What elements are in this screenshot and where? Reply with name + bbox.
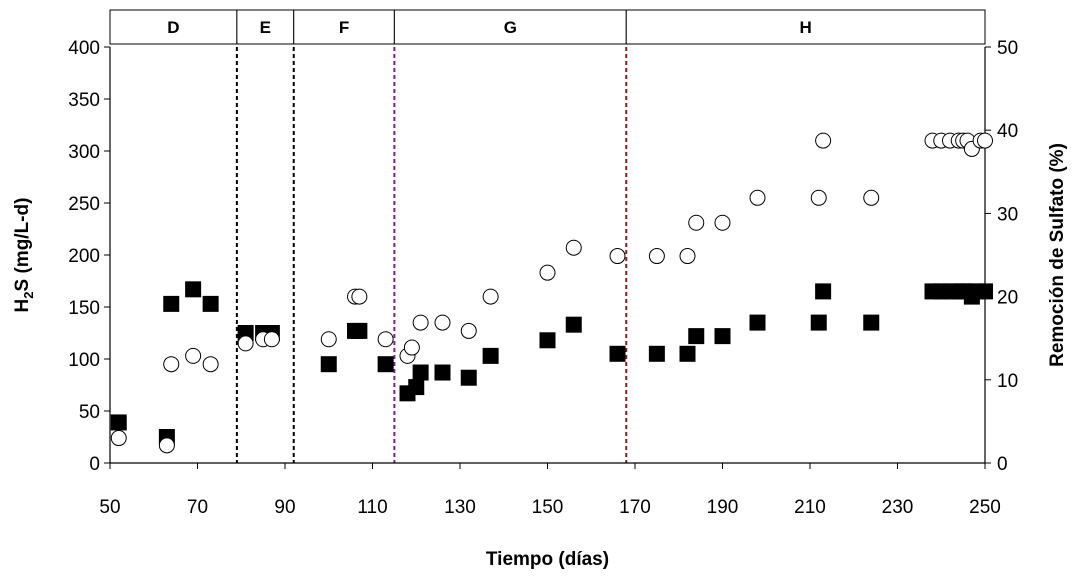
square-marker — [460, 369, 477, 386]
circle-marker — [714, 214, 731, 231]
phase-label-e: E — [260, 18, 271, 37]
circle-marker — [263, 331, 280, 348]
x-tick-label: 170 — [619, 497, 651, 518]
circle-marker — [679, 248, 696, 265]
circle-marker — [158, 437, 175, 454]
circle-marker — [320, 331, 337, 348]
phase-label-f: F — [339, 18, 349, 37]
phase-label-g: G — [504, 18, 517, 37]
circle-marker — [377, 331, 394, 348]
square-marker — [434, 364, 451, 381]
square-marker — [377, 356, 394, 373]
circle-marker — [648, 248, 665, 265]
square-marker — [320, 356, 337, 373]
circle-marker — [482, 288, 499, 305]
phase-boundaries — [235, 47, 628, 463]
phase-label-h: H — [799, 18, 811, 37]
x-axis-title: Tiempo (días) — [486, 549, 609, 570]
square-marker — [863, 314, 880, 331]
square-marker — [714, 328, 731, 345]
y-right-tick-label: 30 — [997, 204, 1018, 225]
circle-marker — [810, 189, 827, 206]
circle-marker — [609, 248, 626, 265]
x-tick-label: 150 — [532, 497, 564, 518]
circle-marker — [863, 189, 880, 206]
circle-marker — [565, 239, 582, 256]
phase-box-h — [625, 9, 986, 45]
axes — [104, 46, 991, 469]
x-tick-label: 110 — [357, 497, 387, 518]
square-marker — [609, 345, 626, 362]
y-left-tick-label: 400 — [68, 38, 100, 59]
square-marker — [185, 281, 202, 298]
y-right-tick-label: 50 — [997, 38, 1018, 59]
y-left-tick-label: 50 — [79, 402, 100, 423]
square-marker — [482, 347, 499, 364]
circle-marker — [163, 356, 180, 373]
square-marker — [202, 295, 219, 312]
phase-header: D E F G H — [109, 9, 986, 45]
x-tick-label: 70 — [187, 497, 208, 518]
circle-marker — [403, 339, 420, 356]
y-right-tick-label: 10 — [997, 371, 1018, 392]
x-tick-label: 190 — [707, 497, 739, 518]
square-marker — [977, 283, 993, 300]
y-left-tick-label: 250 — [68, 194, 100, 215]
circle-marker — [237, 335, 254, 352]
x-tick-label: 250 — [969, 497, 1001, 518]
square-marker — [688, 328, 705, 345]
y-right-tick-label: 0 — [997, 454, 1008, 475]
data-marks — [110, 132, 993, 454]
y-left-tick-label: 100 — [68, 350, 100, 371]
phase-label-d: D — [167, 18, 179, 37]
y-left-tick-label: 350 — [68, 90, 100, 111]
square-marker — [565, 316, 582, 333]
circle-marker — [351, 288, 368, 305]
circle-marker — [185, 347, 202, 364]
y-left-tick-label: 0 — [89, 454, 100, 475]
circle-marker — [110, 430, 127, 447]
x-tick-label: 90 — [274, 497, 295, 518]
phase-box-f — [293, 9, 395, 45]
circle-marker — [749, 189, 766, 206]
circle-marker — [460, 322, 477, 339]
x-tick-label: 230 — [882, 497, 914, 518]
square-marker — [648, 345, 665, 362]
y-axis-right-title: Remoción de Sulfato (%) — [1047, 143, 1068, 367]
square-marker — [749, 314, 766, 331]
circle-marker — [539, 264, 556, 281]
square-marker — [110, 414, 127, 431]
x-tick-label: 210 — [794, 497, 826, 518]
square-marker — [408, 379, 425, 396]
square-marker — [163, 295, 180, 312]
phase-box-d — [109, 9, 238, 45]
circle-marker — [412, 314, 429, 331]
circle-marker — [434, 314, 451, 331]
square-marker — [810, 314, 827, 331]
circle-marker — [815, 132, 832, 149]
x-tick-label: 130 — [444, 497, 476, 518]
square-marker — [539, 332, 556, 349]
y-axis-left-title: H2S (mg/L-d) — [12, 198, 36, 313]
y-right-tick-label: 40 — [997, 121, 1018, 142]
x-tick-label: 50 — [99, 497, 120, 518]
square-marker — [815, 283, 832, 300]
y-left-tick-label: 300 — [68, 142, 100, 163]
axis-titles: Tiempo (días) H2S (mg/L-d) Remoción de S… — [12, 143, 1068, 570]
circle-marker — [977, 132, 993, 149]
phase-box-e — [236, 9, 295, 45]
circle-marker — [202, 356, 219, 373]
y-right-tick-label: 20 — [997, 288, 1018, 309]
y-left-tick-label: 200 — [68, 246, 100, 267]
square-marker — [351, 322, 368, 339]
square-marker — [412, 364, 429, 381]
tick-labels: 50 70 90 110 130 150 170 190 210 230 2500501001502… — [68, 38, 1018, 518]
square-marker — [679, 345, 696, 362]
y-left-tick-label: 150 — [68, 298, 100, 319]
circle-marker — [688, 214, 705, 231]
